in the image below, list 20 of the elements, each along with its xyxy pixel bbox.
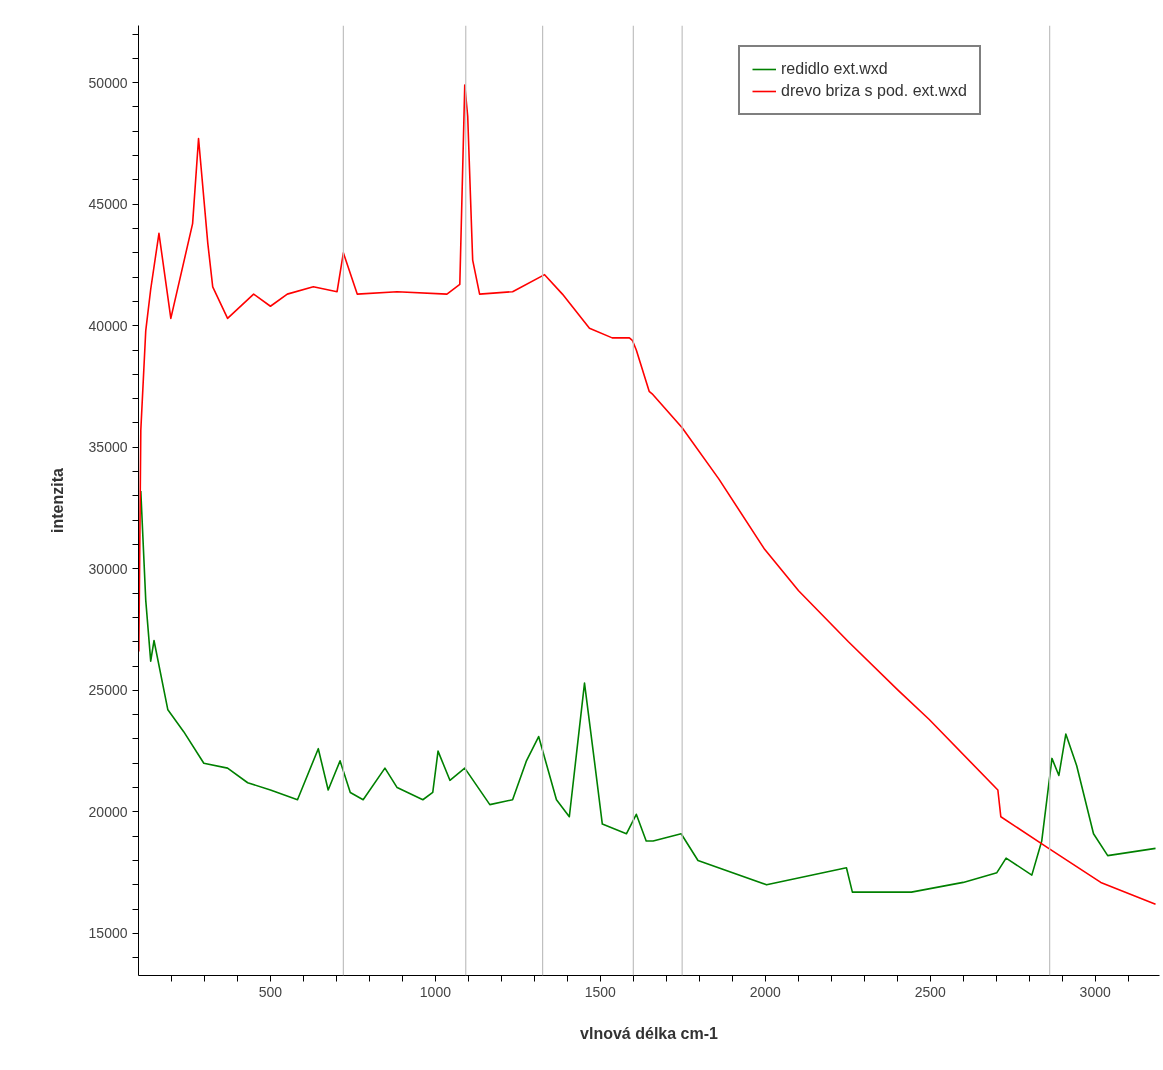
legend-label: redidlo ext.wxd: [781, 60, 888, 78]
y-tick-label: 20000: [88, 803, 128, 820]
y-tick-label: 15000: [88, 925, 128, 942]
y-tick-label: 50000: [88, 74, 128, 91]
x-tick-label: 1500: [584, 983, 617, 1000]
y-tick-label: 25000: [88, 682, 128, 699]
y-tick-label: 30000: [88, 560, 128, 577]
line-series: [140, 490, 1157, 893]
y-tick-label: 35000: [88, 439, 128, 456]
x-tick-label: 1000: [419, 983, 452, 1000]
x-tick-label: 3000: [1079, 983, 1111, 1000]
y-tick-label: 45000: [88, 196, 128, 213]
legend-label: drevo briza s pod. ext.wxd: [781, 82, 967, 100]
x-axis-title: vlnová délka cm-1: [580, 1024, 719, 1042]
y-axis-title: intenzita: [48, 467, 66, 533]
x-tick-label: 500: [258, 983, 283, 1000]
line-series: [138, 84, 1157, 906]
x-tick-label: 2500: [914, 983, 947, 1000]
y-tick-label: 40000: [88, 317, 128, 334]
x-tick-label: 2000: [749, 983, 782, 1000]
